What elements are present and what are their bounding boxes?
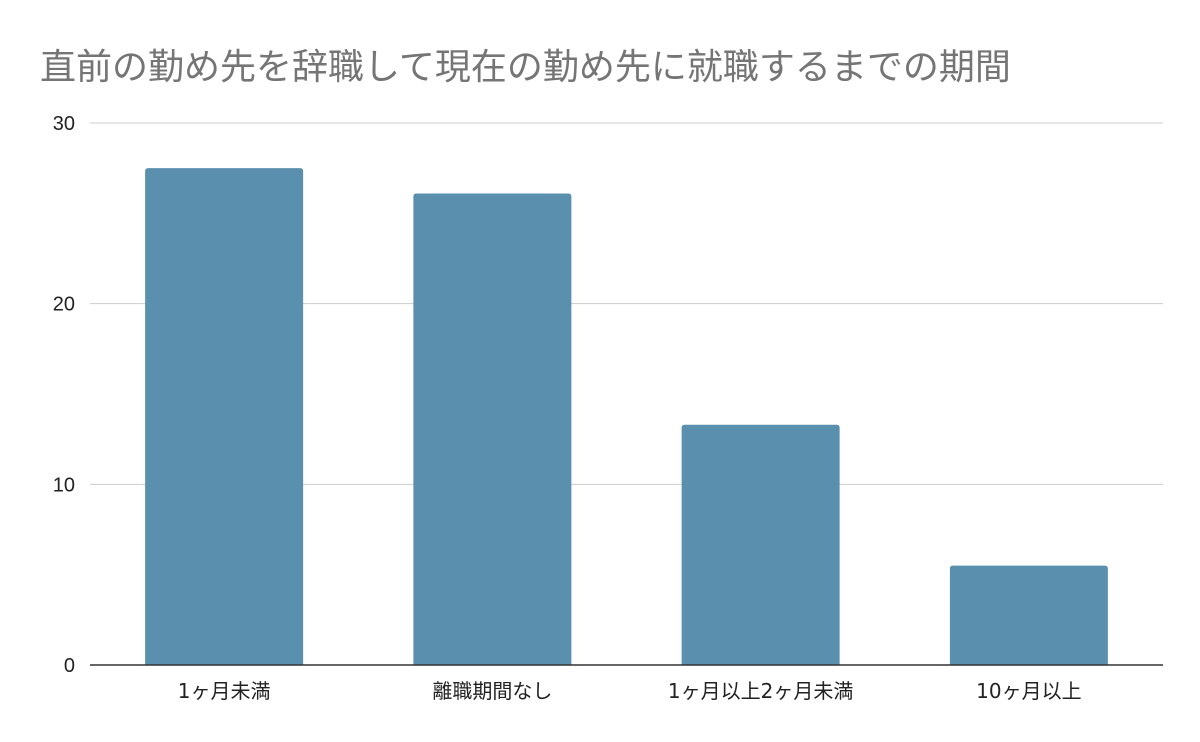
- bar: [145, 168, 304, 665]
- chart-title: 直前の勤め先を辞職して現在の勤め先に就職するまでの期間: [40, 47, 1011, 88]
- bar: [413, 193, 572, 665]
- x-tick-label: 10ヶ月以上: [976, 679, 1081, 703]
- bar: [681, 424, 840, 665]
- x-tick-label: 1ヶ月以上2ヶ月未満: [668, 679, 853, 703]
- x-tick-label: 離職期間なし: [432, 679, 552, 703]
- y-tick-label: 20: [53, 294, 75, 316]
- x-tick-label: 1ヶ月未満: [178, 679, 271, 703]
- y-tick-label: 10: [53, 474, 75, 496]
- y-tick-label: 30: [53, 113, 75, 135]
- bar: [949, 565, 1108, 665]
- y-tick-label: 0: [64, 655, 75, 677]
